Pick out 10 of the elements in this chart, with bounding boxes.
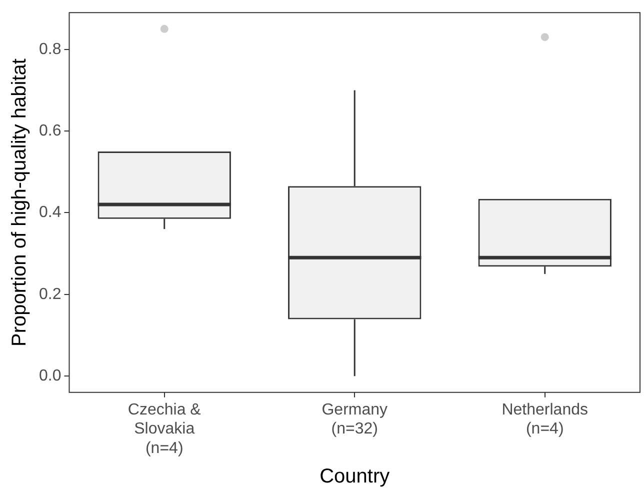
x-tick-label: Germany (n=32) <box>322 401 388 438</box>
y-axis-title: Proportion of high-quality habitat <box>8 58 31 346</box>
y-tick-label: 0.2 <box>38 286 62 303</box>
y-tick-label: 0.4 <box>38 204 62 222</box>
x-tick-label: Netherlands (n=4) <box>502 401 588 438</box>
x-axis-title: Country <box>320 466 390 488</box>
x-tick-label: Czechia & Slovakia (n=4) <box>128 401 202 457</box>
y-tick-label: 0.8 <box>38 40 62 58</box>
y-tick-label: 0.0 <box>38 367 62 384</box>
y-tick-label: 0.6 <box>38 122 62 140</box>
